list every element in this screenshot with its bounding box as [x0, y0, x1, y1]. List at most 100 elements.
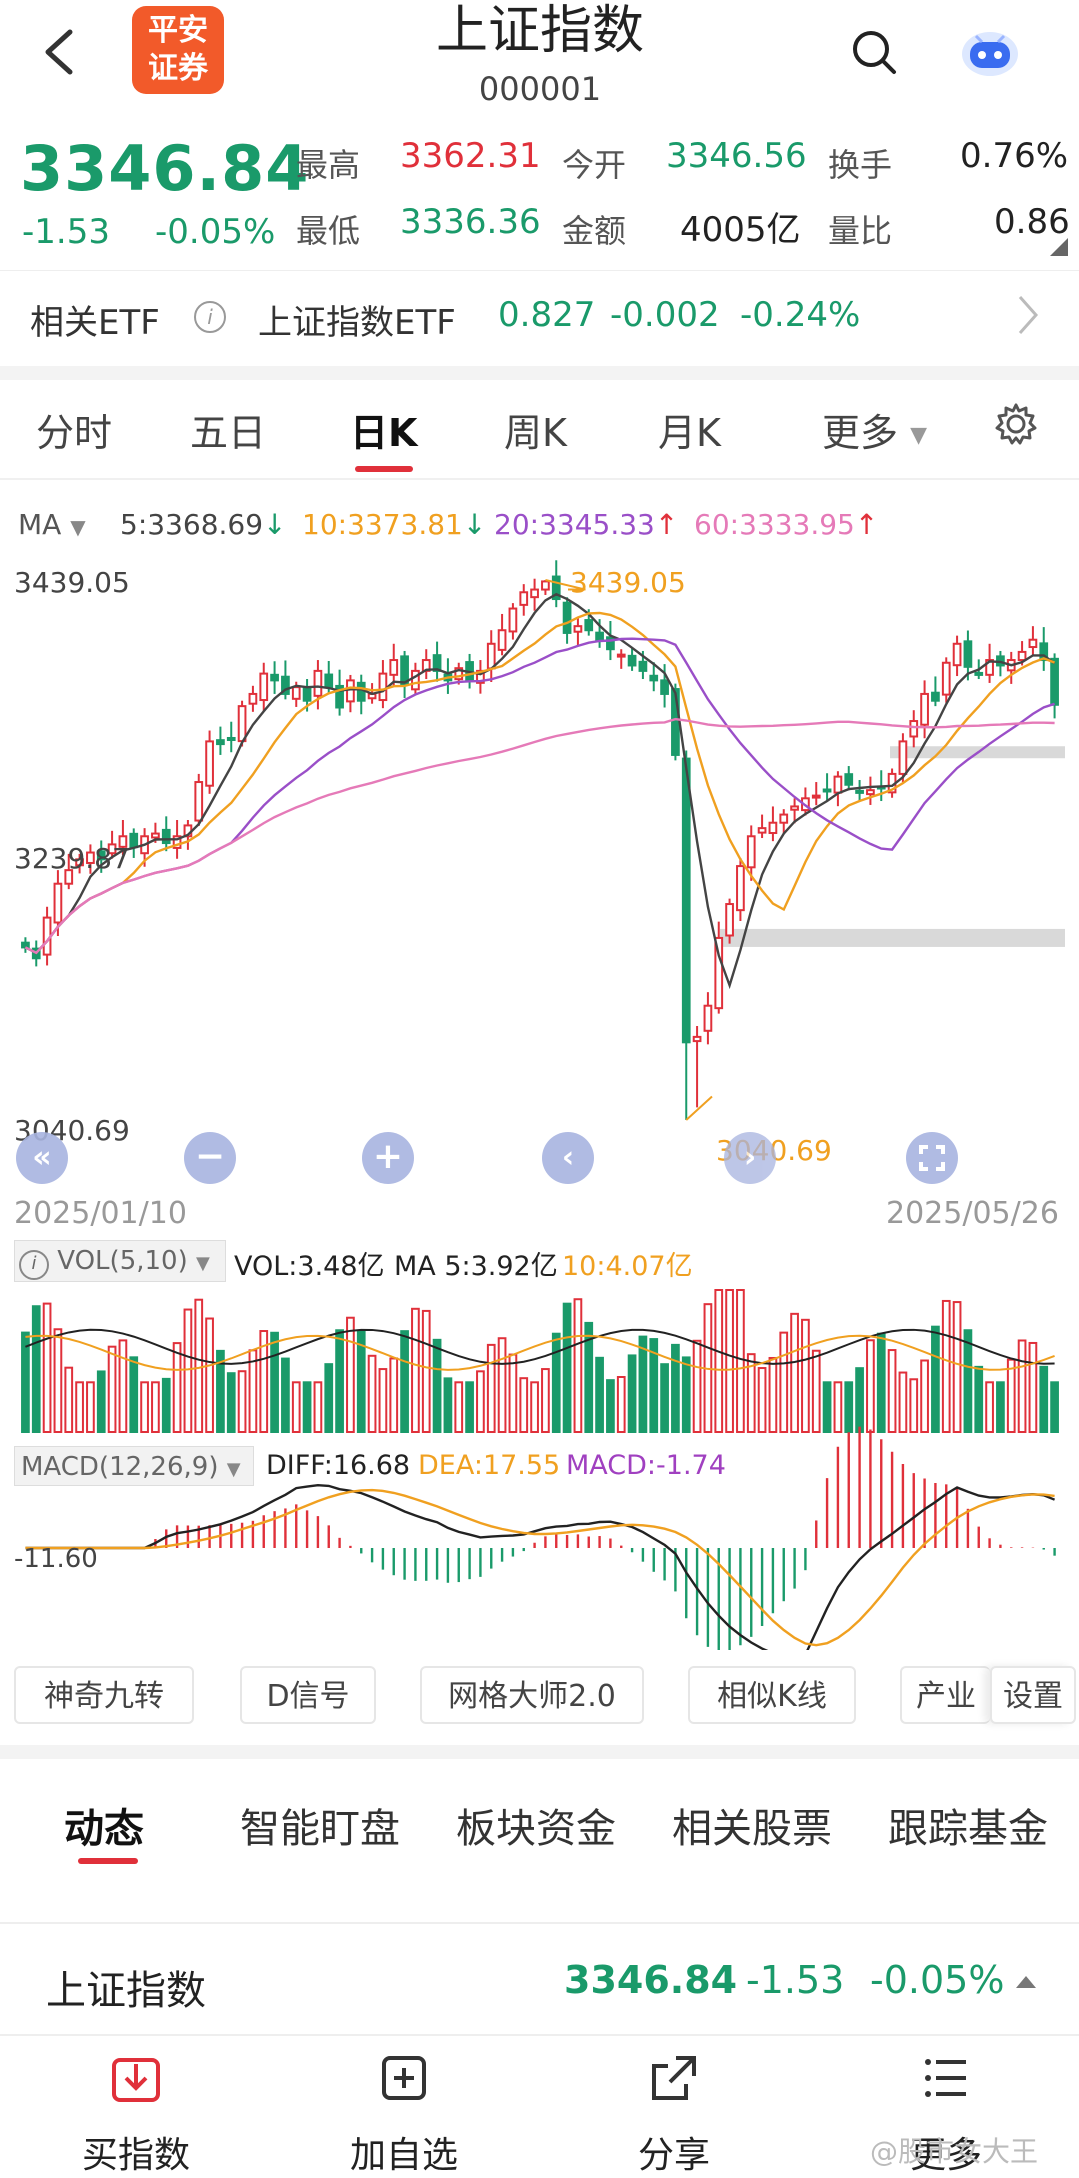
volume-bar	[844, 1381, 854, 1434]
volume-bar	[129, 1356, 139, 1434]
index-summary-row[interactable]: 上证指数 3346.84 -1.53 -0.05%	[0, 1924, 1079, 2034]
volume-bar	[194, 1298, 204, 1433]
tab-smart-monitor[interactable]: 智能盯盘	[240, 1806, 400, 1852]
ma20-value: 20:3345.33↑	[494, 508, 678, 541]
candle-body	[736, 865, 745, 912]
volume-bar	[356, 1330, 366, 1433]
volume-bar	[454, 1381, 464, 1434]
ma-lines	[24, 592, 1056, 990]
candle	[790, 798, 799, 824]
tab-dynamics[interactable]: 动态	[64, 1806, 144, 1852]
volume-bar	[96, 1370, 106, 1433]
volume-bar	[86, 1381, 95, 1434]
tab-tracking-funds[interactable]: 跟踪基金	[888, 1806, 1048, 1852]
candle	[313, 660, 323, 710]
more-icon	[866, 2050, 1026, 2118]
volume-bar	[259, 1330, 269, 1433]
price-change: -1.53	[22, 212, 110, 252]
volume-bar	[486, 1343, 496, 1434]
add-watchlist-button[interactable]: 加自选	[324, 2050, 484, 2178]
candle-body	[562, 601, 572, 634]
info-icon[interactable]: i	[194, 301, 226, 333]
volume-bar	[963, 1329, 973, 1434]
gear-icon[interactable]	[994, 402, 1038, 450]
tool-similar-kline-button[interactable]: 相似K线	[688, 1666, 856, 1724]
volume-bar	[573, 1298, 583, 1434]
volume-bar	[692, 1339, 702, 1434]
tool-grid-master-button[interactable]: 网格大师2.0	[420, 1666, 644, 1724]
open-value: 3346.56	[666, 136, 807, 176]
related-etf-bar[interactable]: 相关ETF i 上证指数ETF 0.827 -0.002 -0.24%	[0, 270, 1079, 367]
candle	[692, 1026, 702, 1108]
volume-bar	[530, 1381, 539, 1434]
search-icon[interactable]	[850, 28, 898, 76]
volume-bar	[649, 1338, 659, 1434]
candle-body	[833, 775, 843, 794]
volume-bar	[909, 1378, 919, 1433]
candle-body	[616, 653, 626, 658]
volume-bar	[1006, 1358, 1016, 1434]
tool-magic-nine-button[interactable]: 神奇九转	[14, 1666, 194, 1724]
volume-bar	[833, 1381, 843, 1434]
volume-bar	[421, 1309, 431, 1434]
open-label: 今开	[562, 146, 627, 184]
volume-bar	[746, 1353, 756, 1433]
kline-chart[interactable]	[0, 480, 1079, 1650]
zoom-in-icon[interactable]: +	[362, 1132, 414, 1184]
candle-body	[313, 669, 323, 697]
candlesticks	[21, 560, 1059, 1121]
tab-more-label: 更多	[822, 411, 899, 455]
chevron-left-icon[interactable]: ‹	[542, 1132, 594, 1184]
tab-five-day[interactable]: 五日	[190, 411, 267, 455]
chevron-right-icon[interactable]	[1016, 293, 1040, 341]
ma-selector[interactable]: MA ▼	[18, 508, 86, 541]
zoom-out-icon[interactable]: −	[184, 1132, 236, 1184]
tab-weekly-k[interactable]: 周K	[504, 411, 567, 455]
more-button[interactable]: 更多	[866, 2050, 1026, 2178]
tool-industry-button[interactable]: 产业	[900, 1666, 990, 1724]
volume-bar	[389, 1357, 399, 1433]
dea-line	[25, 1488, 1055, 1647]
tool-d-signal-button[interactable]: D信号	[240, 1666, 376, 1724]
tab-monthly-k[interactable]: 月K	[658, 411, 721, 455]
volume-bar	[497, 1337, 507, 1433]
tab-related-stocks[interactable]: 相关股票	[672, 1806, 832, 1852]
chevron-right-icon[interactable]: ›	[724, 1132, 776, 1184]
fullscreen-icon[interactable]	[906, 1132, 958, 1184]
vol-ma5-line	[25, 1328, 1055, 1365]
tab-daily-k[interactable]: 日K	[350, 411, 418, 455]
candle	[649, 662, 659, 692]
tab-intraday[interactable]: 分时	[36, 411, 113, 455]
volume-bar	[584, 1321, 594, 1433]
ma10-line	[24, 611, 1056, 955]
tab-more[interactable]: 更多 ▼	[822, 402, 927, 457]
candle-body	[64, 869, 74, 885]
active-tab-indicator	[78, 1858, 138, 1864]
macd-selector[interactable]: MACD(12,26,9) ▼	[14, 1446, 254, 1486]
candle	[746, 825, 756, 881]
candle-body	[649, 674, 659, 682]
volratio-label: 量比	[828, 212, 893, 250]
tool-settings-button[interactable]: 设置	[990, 1666, 1076, 1724]
candle-body	[703, 1004, 713, 1032]
candle-body	[259, 672, 269, 702]
volume-bar	[53, 1328, 63, 1433]
buy-index-button[interactable]: 买指数	[56, 2050, 216, 2178]
nav-label: 分享	[637, 2135, 710, 2176]
candle	[920, 680, 929, 739]
candle	[400, 650, 409, 699]
share-button[interactable]: 分享	[594, 2050, 754, 2178]
tab-sector-funds[interactable]: 板块资金	[456, 1806, 616, 1852]
rewind-icon[interactable]: «	[16, 1132, 68, 1184]
add-watchlist-icon	[324, 2050, 484, 2118]
date-end-label: 2025/05/26	[886, 1196, 1059, 1231]
chevron-left-icon[interactable]	[40, 22, 90, 82]
robot-assistant-icon[interactable]	[958, 22, 1022, 82]
expand-corner-icon[interactable]	[1050, 238, 1068, 256]
volume-bar	[638, 1335, 648, 1433]
vol-label: VOL(5,10)	[57, 1246, 188, 1276]
volume-bar	[931, 1325, 940, 1434]
vol-selector[interactable]: i VOL(5,10) ▼	[14, 1240, 226, 1282]
caret-up-icon[interactable]	[1016, 1976, 1036, 1988]
candle-body	[866, 789, 875, 796]
